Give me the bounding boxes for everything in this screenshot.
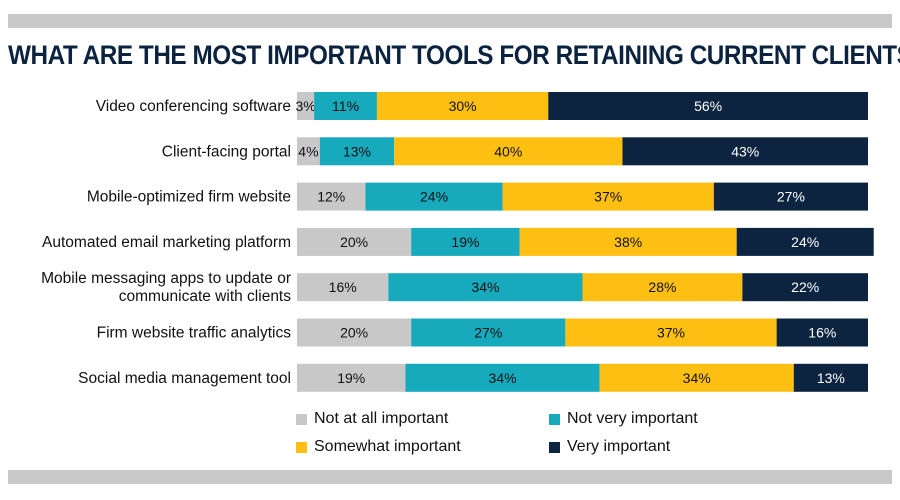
bar-segment-not-very-important (365, 182, 503, 211)
legend-item-not-very-important: Not very important (549, 410, 698, 428)
data-label: 19% (337, 370, 365, 386)
bar-segment-very-important (793, 363, 868, 392)
data-label: 4% (298, 143, 318, 159)
bar-segment-not-at-all-important (297, 92, 315, 120)
category-label: Client-facing portal (162, 143, 291, 160)
top-band (8, 14, 892, 28)
bar-segment-not-very-important (314, 92, 377, 120)
bar-segment-not-very-important (411, 318, 566, 347)
data-label: 34% (471, 279, 499, 295)
legend-item-very-important: Very important (549, 438, 670, 456)
legend-label: Not at all important (314, 410, 449, 427)
legend-item-somewhat-important: Somewhat important (296, 438, 461, 456)
data-label: 27% (777, 189, 805, 205)
bar-segment-not-at-all-important (297, 363, 406, 392)
data-label: 30% (449, 98, 477, 114)
data-label: 28% (648, 279, 676, 295)
data-label: 27% (474, 325, 502, 341)
bar-segment-not-at-all-important (297, 137, 320, 166)
bar-segment-very-important (713, 182, 868, 211)
data-label: 19% (451, 234, 479, 250)
bar-segment-not-at-all-important (297, 227, 412, 256)
category-label: Automated email marketing platform (42, 234, 291, 251)
bar-segment-very-important (622, 137, 868, 166)
category-label: Firm website traffic analytics (97, 325, 292, 342)
data-label: 34% (683, 370, 711, 386)
bar-segment-very-important (742, 273, 868, 302)
category-label: Social media management tool (78, 370, 291, 387)
category-label: Video conferencing software (96, 98, 291, 115)
legend-label: Somewhat important (314, 438, 461, 455)
bar-segment-somewhat-important (376, 92, 549, 120)
bar-segment-not-very-important (388, 273, 583, 302)
bar-segment-somewhat-important (394, 137, 623, 166)
bar-segment-somewhat-important (599, 363, 794, 392)
bar-segment-very-important (548, 92, 868, 120)
data-label: 34% (489, 370, 517, 386)
bar-segment-not-very-important (319, 137, 395, 166)
data-label: 16% (808, 325, 836, 341)
data-label: 24% (791, 234, 819, 250)
data-label: 22% (791, 279, 819, 295)
data-label: 37% (594, 189, 622, 205)
category-label: Mobile messaging apps to update or commun… (41, 270, 291, 305)
category-label: Mobile-optimized firm website (87, 189, 291, 206)
bottom-band (8, 470, 892, 484)
bar-segment-not-very-important (411, 227, 520, 256)
legend-item-not-at-all-important: Not at all important (296, 410, 448, 428)
data-label: 13% (817, 370, 845, 386)
bar-segment-not-at-all-important (297, 182, 366, 211)
bar-segment-somewhat-important (582, 273, 743, 302)
bar-segment-somewhat-important (519, 227, 737, 256)
data-label: 43% (731, 143, 759, 159)
data-label: 11% (332, 98, 359, 114)
bar-segment-not-at-all-important (297, 273, 389, 302)
bar-segment-not-very-important (405, 363, 600, 392)
data-label: 20% (340, 234, 368, 250)
data-label: 3% (295, 98, 315, 114)
bar-segment-very-important (736, 227, 874, 256)
legend-swatch (296, 441, 307, 453)
bar-segment-somewhat-important (502, 182, 714, 211)
data-label: 40% (494, 143, 522, 159)
data-label: 37% (657, 325, 685, 341)
bar-segment-very-important (776, 318, 868, 347)
legend-swatch (296, 413, 307, 425)
data-label: 38% (614, 234, 642, 250)
bar-segment-not-at-all-important (297, 318, 412, 347)
legend-swatch (549, 413, 560, 425)
legend-label: Very important (567, 438, 671, 455)
data-label: 56% (694, 98, 722, 114)
data-label: 20% (340, 325, 368, 341)
data-label: 24% (420, 189, 448, 205)
legend-swatch (549, 441, 560, 453)
data-label: 13% (343, 143, 371, 159)
chart-title: WHAT ARE THE MOST IMPORTANT TOOLS FOR RE… (8, 40, 900, 70)
data-label: 16% (329, 279, 357, 295)
legend-label: Not very important (567, 410, 698, 427)
data-label: 12% (317, 189, 345, 205)
bar-segment-somewhat-important (565, 318, 777, 347)
